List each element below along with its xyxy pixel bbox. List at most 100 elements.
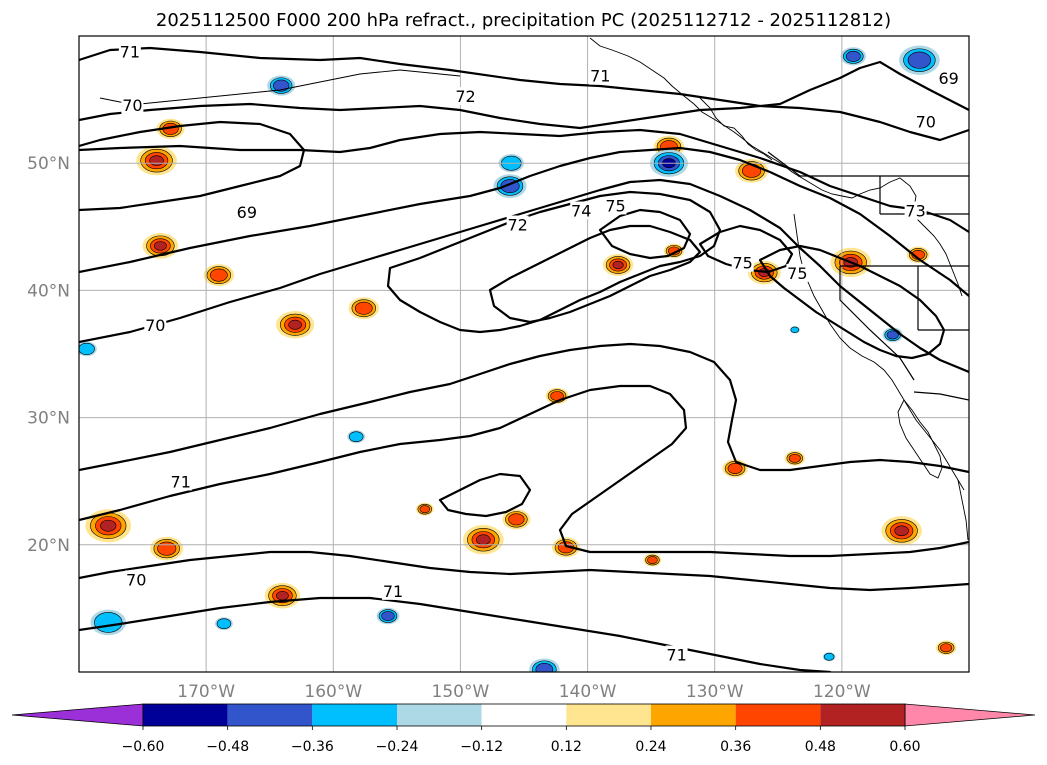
contour-label: 75 [733, 254, 753, 273]
contour-label: 71 [590, 67, 610, 86]
lon-label: 160°W [304, 682, 362, 702]
precip-positive-cell [881, 516, 922, 546]
precip-contour-fill [476, 534, 491, 545]
contour-label-bg [506, 215, 529, 234]
colorbar-under-arrow [11, 703, 144, 727]
border-alaska-canada [767, 151, 801, 177]
precip-positive-cell [462, 525, 504, 555]
colorbar-segment [651, 704, 736, 726]
refractivity-contours [79, 46, 969, 672]
contour-label-bg [121, 95, 144, 114]
precip-contour-fill [79, 342, 95, 355]
coastline-baja [897, 399, 943, 479]
colorbar-tick-label: −0.60 [122, 739, 165, 755]
graticule [79, 36, 969, 672]
precip-contour-fill [940, 643, 953, 653]
precip-negative-cell [79, 341, 97, 357]
precip-negative-cell [789, 326, 800, 334]
lat-label: 20°N [27, 536, 70, 556]
map-background [79, 36, 969, 672]
contour-label-bg [604, 196, 627, 215]
contour-label-bg [118, 42, 141, 61]
lon-label: 150°W [432, 682, 490, 702]
contour-label-bg [235, 202, 258, 221]
precip-contour-fill [508, 513, 525, 526]
coastline-mexico [957, 479, 969, 541]
colorbar-segment [566, 704, 651, 726]
precip-positive-cell [156, 118, 185, 139]
longitude-labels: 170°W 160°W 150°W 140°W 130°W 120°W [177, 682, 871, 702]
contour-label: 75 [605, 196, 625, 215]
contour-label-bg [665, 645, 688, 664]
coastline-aleutians [99, 69, 461, 105]
precip-positive-cell [85, 509, 132, 543]
precip-negative-cell [899, 45, 940, 75]
contour-label: 69 [938, 69, 958, 88]
precip-negative-cell [376, 607, 400, 625]
contour-label-bg [169, 472, 192, 491]
colorbar-segment [143, 704, 228, 726]
contour-label-bg [144, 316, 167, 335]
contour-label: 74 [571, 202, 591, 221]
lon-label: 170°W [177, 682, 235, 702]
precip-positive-cell [784, 450, 805, 466]
precip-positive-cell [203, 264, 235, 287]
colorbar-tick-label: −0.24 [376, 739, 419, 755]
precip-negative-cell [493, 174, 527, 198]
precip-contour-fill [288, 319, 302, 330]
contour-label: 75 [787, 264, 807, 283]
colorbar-tick-label: 0.36 [720, 739, 751, 755]
colorbar-segment [397, 704, 482, 726]
colorbar-tick-label: −0.48 [206, 739, 249, 755]
contour-label: 73 [905, 202, 925, 221]
contour-line [79, 178, 969, 374]
contour-line [758, 244, 946, 360]
precip-positive-cell [906, 246, 930, 264]
precip-contour-fill [727, 463, 743, 474]
contour-line [438, 472, 532, 518]
contour-line [79, 384, 969, 558]
precip-contour-fill [276, 591, 289, 601]
contour-label: 71 [120, 43, 140, 62]
colorbar-segment [735, 704, 821, 726]
colorbar-tick-label: 0.60 [889, 739, 920, 755]
precip-positive-cell [264, 582, 301, 609]
map-panel: 71 70 72 71 69 70 69 72 74 75 73 75 75 70 71 70 71 71 [78, 35, 970, 673]
precip-contour-fill [788, 453, 801, 463]
colorbar-frame [142, 703, 906, 727]
colorbar-over-arrow [904, 703, 1036, 727]
figure-title: 2025112500 F000 200 hPa refract., precip… [156, 10, 891, 31]
contour-label: 70 [145, 316, 165, 335]
precip-contour-fill [381, 611, 395, 621]
colorbar-segment [227, 704, 313, 726]
contour-label-bg [570, 201, 593, 220]
map-frame [78, 35, 970, 673]
lon-label: 140°W [559, 682, 617, 702]
precip-contour-fill [535, 663, 554, 672]
contour-line [79, 550, 969, 592]
precip-contour-fill [647, 556, 658, 564]
contour-label-layer: 71 70 72 71 69 70 69 72 74 75 73 75 75 70 71 70 71 71 [118, 42, 960, 664]
border-us-mexico [913, 391, 969, 401]
contour-line [79, 146, 969, 298]
contour-label: 71 [666, 645, 686, 664]
contour-label-bg [454, 87, 477, 106]
precip-positive-cell [935, 640, 957, 656]
contour-label-bg [125, 570, 148, 589]
precip-negative-cell [90, 609, 127, 636]
precip-contour-fill [348, 431, 364, 442]
colorbar-tick-label: 0.48 [805, 739, 836, 755]
precip-contour-fill [210, 268, 228, 282]
precip-contour-fill [154, 241, 167, 251]
contour-label: 72 [507, 216, 527, 235]
contour-label: 70 [916, 112, 936, 131]
colorbar-tick-label: −0.12 [460, 739, 503, 755]
latitude-labels: 20°N 30°N 40°N 50°N [27, 154, 70, 556]
precip-contour-fill [612, 260, 624, 269]
contour-line [79, 120, 306, 212]
colorbar-segment [312, 704, 397, 726]
contour-label-bg [937, 69, 960, 88]
precip-contour-fill [845, 50, 861, 62]
precip-contour-fill [790, 326, 800, 333]
